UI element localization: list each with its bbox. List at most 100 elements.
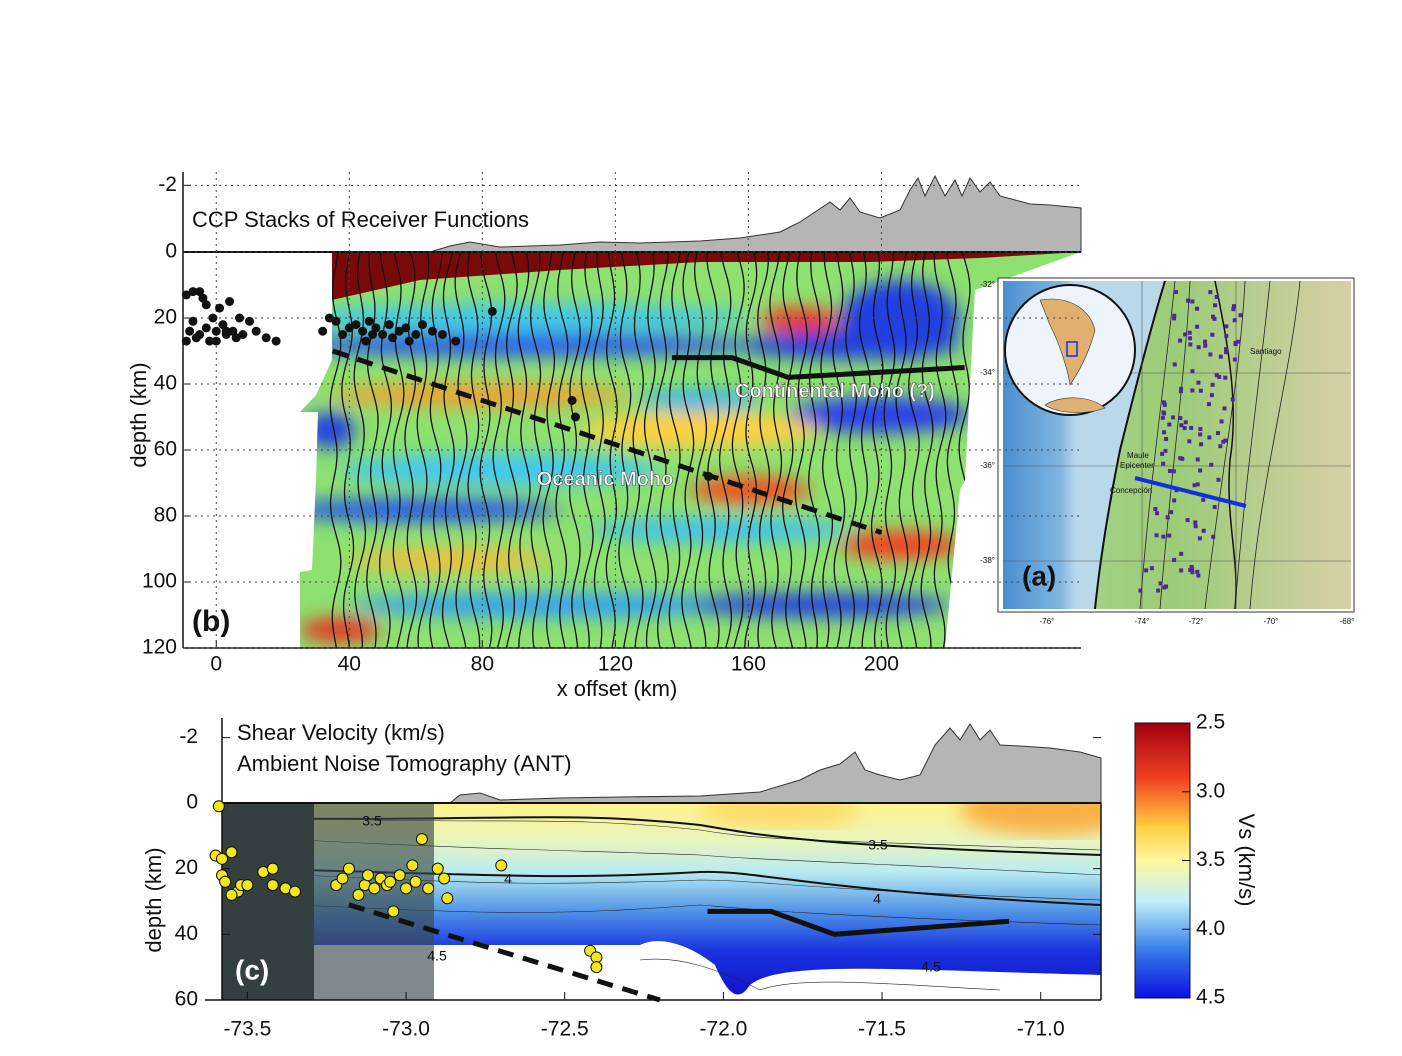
station bbox=[1162, 400, 1167, 405]
trace bbox=[643, 252, 657, 648]
station bbox=[1144, 568, 1149, 573]
lat-label: -38° bbox=[980, 556, 995, 565]
x-tick-label: -71.5 bbox=[858, 1018, 906, 1041]
moho-line bbox=[348, 902, 661, 1003]
data-point bbox=[261, 333, 271, 343]
trace bbox=[883, 252, 897, 648]
data-point bbox=[567, 396, 577, 405]
station bbox=[1179, 568, 1184, 573]
data-point bbox=[318, 326, 328, 336]
station bbox=[1210, 332, 1215, 337]
x-tick-label: -71.0 bbox=[1017, 1018, 1065, 1041]
data-point bbox=[336, 872, 349, 885]
data-point bbox=[358, 326, 368, 336]
panel-label: (a) bbox=[1022, 560, 1056, 591]
station bbox=[1190, 369, 1195, 374]
station bbox=[1212, 505, 1217, 510]
data-point bbox=[352, 888, 365, 901]
lon-label: -68° bbox=[1340, 617, 1355, 626]
station bbox=[1221, 439, 1226, 444]
y-tick-label: 120 bbox=[142, 636, 177, 659]
station bbox=[1199, 442, 1204, 447]
colorbar-tick-label: 2.5 bbox=[1196, 711, 1225, 734]
y-tick-label: 40 bbox=[175, 922, 198, 945]
station bbox=[1178, 338, 1183, 343]
place-label: Santiago bbox=[1250, 347, 1282, 356]
station bbox=[1222, 406, 1227, 411]
station bbox=[1138, 588, 1143, 593]
station bbox=[1164, 584, 1169, 589]
data-point bbox=[215, 303, 225, 313]
contour-label: 4.5 bbox=[921, 959, 941, 975]
trace bbox=[416, 252, 430, 648]
station bbox=[1218, 444, 1223, 449]
data-point bbox=[219, 875, 232, 888]
station bbox=[1154, 533, 1159, 538]
data-point bbox=[387, 905, 400, 918]
station bbox=[1238, 313, 1243, 318]
data-point bbox=[451, 336, 461, 346]
station bbox=[1201, 528, 1206, 533]
annotation: Oceanic Moho bbox=[537, 468, 674, 490]
station bbox=[1195, 569, 1200, 574]
panel-label: (b) bbox=[192, 605, 230, 638]
data-point bbox=[231, 333, 241, 343]
station bbox=[1190, 299, 1195, 304]
station bbox=[1232, 318, 1237, 323]
data-point bbox=[371, 323, 381, 333]
contour-label: 4.5 bbox=[427, 948, 447, 964]
station bbox=[1178, 389, 1183, 394]
data-point bbox=[441, 892, 454, 905]
data-point bbox=[394, 326, 404, 336]
station bbox=[1195, 306, 1200, 311]
data-point bbox=[590, 961, 603, 974]
y-tick-label: 80 bbox=[154, 504, 177, 527]
station bbox=[1214, 373, 1219, 378]
lon-label: -70° bbox=[1264, 617, 1279, 626]
data-point bbox=[361, 869, 374, 882]
station bbox=[1186, 298, 1191, 303]
x-tick-label: 80 bbox=[471, 653, 494, 676]
station bbox=[1232, 357, 1237, 362]
data-point bbox=[185, 326, 195, 336]
data-point bbox=[181, 290, 191, 300]
data-point bbox=[201, 300, 211, 310]
data-point bbox=[271, 336, 281, 346]
station bbox=[1217, 374, 1222, 379]
data-point bbox=[388, 333, 398, 343]
x-tick-label: -73.0 bbox=[382, 1018, 430, 1041]
data-point bbox=[384, 320, 394, 330]
station bbox=[1188, 342, 1193, 347]
station bbox=[1219, 419, 1224, 424]
station bbox=[1160, 415, 1165, 420]
lat-label: -36° bbox=[980, 461, 995, 470]
x-tick-label: 200 bbox=[864, 653, 899, 676]
data-point bbox=[487, 306, 497, 316]
trace bbox=[731, 252, 745, 648]
station bbox=[1193, 520, 1198, 525]
contour-label: 3.5 bbox=[362, 813, 382, 829]
station bbox=[1180, 456, 1185, 461]
data-point bbox=[324, 313, 334, 323]
data-point bbox=[378, 330, 388, 339]
panel-title: CCP Stacks of Receiver Functions bbox=[192, 207, 529, 232]
station bbox=[1179, 386, 1184, 391]
station bbox=[1190, 388, 1195, 393]
place-label: Epicenter bbox=[1120, 461, 1154, 470]
station bbox=[1187, 439, 1192, 444]
data-point bbox=[245, 316, 255, 326]
data-point bbox=[703, 471, 713, 481]
data-point bbox=[393, 869, 406, 882]
station bbox=[1196, 345, 1201, 350]
station bbox=[1155, 511, 1160, 516]
contour-label: 4 bbox=[504, 871, 512, 887]
station bbox=[1172, 362, 1177, 367]
colorbar-tick-label: 4.5 bbox=[1196, 986, 1225, 1009]
station bbox=[1223, 375, 1228, 380]
data-point bbox=[221, 326, 231, 336]
data-point bbox=[422, 882, 435, 895]
station bbox=[1161, 461, 1166, 466]
data-point bbox=[438, 872, 451, 885]
y-tick-label: 60 bbox=[154, 438, 177, 461]
moho-line bbox=[671, 355, 965, 380]
